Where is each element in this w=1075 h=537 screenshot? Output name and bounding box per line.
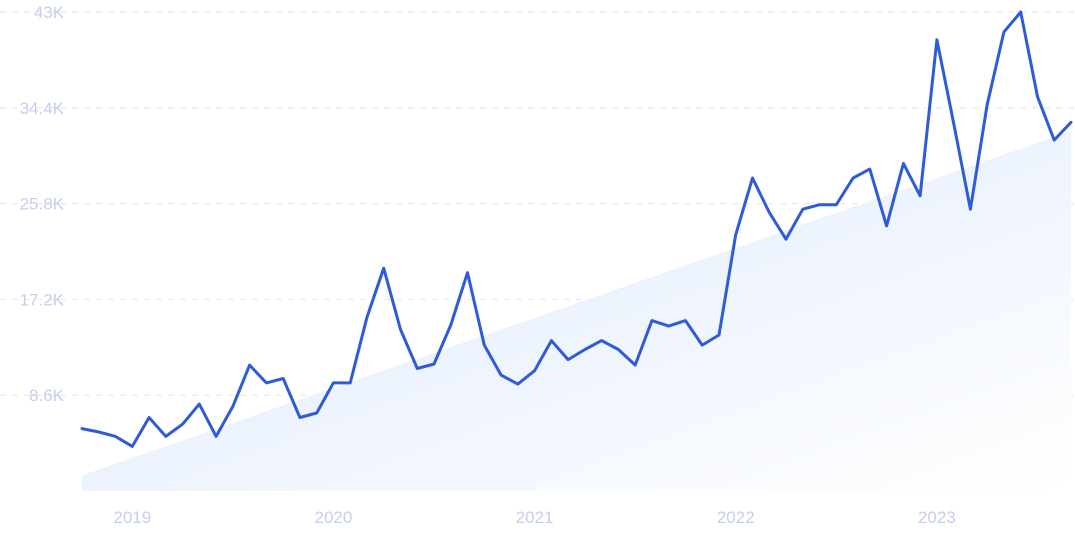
x-axis-tick-labels: 2019 2020 2021 2022 2023 [113,508,955,527]
y-tick-label: 43K [34,3,65,22]
y-tick-label: 34.4K [20,99,65,118]
trend-area-shape [82,131,1071,491]
y-tick-label: 17.2K [20,290,65,309]
y-tick-label: 25.8K [20,195,65,214]
series-lines [80,10,1073,448]
x-tick-label: 2019 [113,508,151,527]
series-line [80,10,1073,448]
x-tick-label: 2021 [516,508,554,527]
x-tick-label: 2022 [717,508,755,527]
trend-area [82,131,1071,491]
y-axis-tick-labels: 8.6K 17.2K 25.8K 34.4K 43K [20,3,65,405]
x-tick-label: 2023 [918,508,956,527]
x-tick-label: 2020 [315,508,353,527]
y-tick-label: 8.6K [29,386,65,405]
